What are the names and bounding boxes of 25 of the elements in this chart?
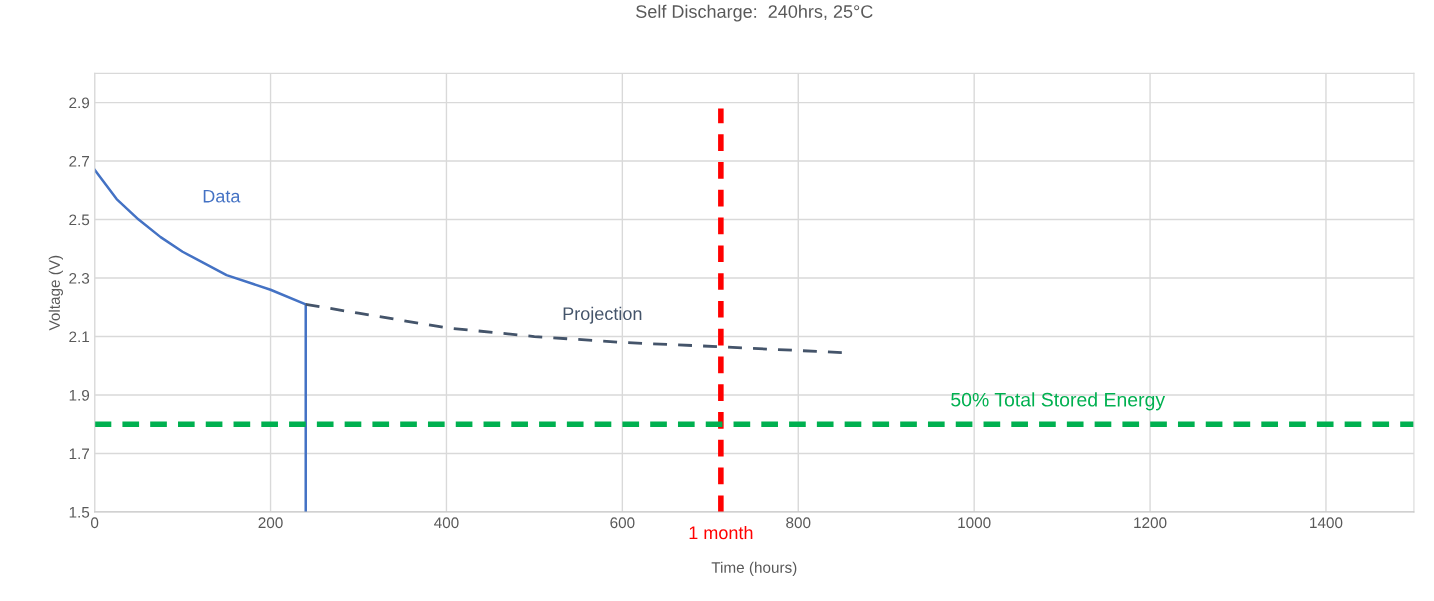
- x-tick-label: 600: [610, 517, 635, 529]
- x-tick-label: 400: [434, 517, 459, 529]
- y-tick-label: 2.3: [69, 272, 90, 284]
- x-tick-label: 1400: [1310, 517, 1343, 529]
- y-tick-label: 2.7: [69, 155, 90, 167]
- y-tick-label: 1.9: [69, 389, 90, 401]
- y-axis-title: Voltage (V): [48, 255, 63, 331]
- x-tick-label: 200: [258, 517, 283, 529]
- line-series: [94, 168, 307, 513]
- y-tick-label: 2.5: [69, 214, 90, 226]
- x-tick-label: 0: [90, 517, 99, 529]
- text: Data: [203, 189, 241, 203]
- x-axis-title: Time (hours): [711, 561, 797, 576]
- series-label: Projection: [563, 306, 642, 324]
- ref-line-label: 50% Total Stored Energy: [951, 392, 1166, 411]
- ref-line-label: 1 month: [689, 525, 753, 540]
- x-tick-label: 1000: [958, 517, 991, 529]
- chart-title: Self Discharge: 240hrs, 25°C: [636, 4, 873, 22]
- x-tick-label: 1200: [1134, 517, 1167, 529]
- y-tick-label: 1.5: [69, 507, 90, 518]
- y-tick-label: 2.9: [69, 97, 90, 109]
- x-tick-label: 800: [786, 517, 811, 529]
- y-tick-label: 2.1: [69, 331, 90, 343]
- line-series: [304, 303, 844, 355]
- y-tick-label: 1.7: [69, 448, 90, 460]
